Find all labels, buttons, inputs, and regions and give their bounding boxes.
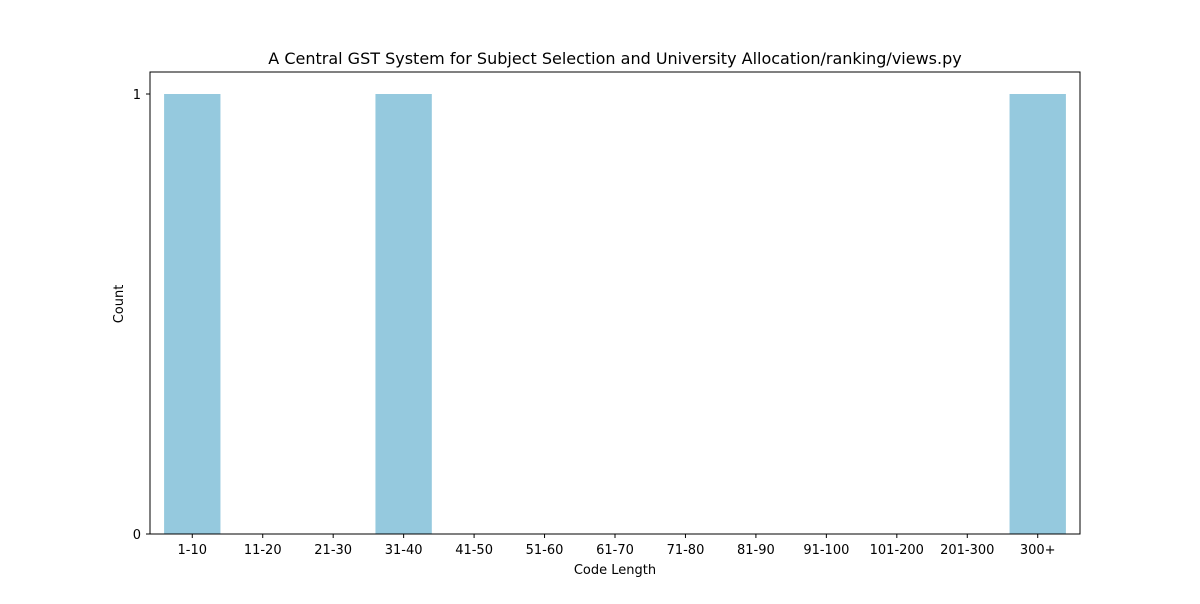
x-tick-label: 11-20 bbox=[244, 543, 282, 558]
x-tick-label: 1-10 bbox=[178, 543, 208, 558]
chart-title: A Central GST System for Subject Selecti… bbox=[268, 49, 961, 68]
x-tick-label: 71-80 bbox=[667, 543, 705, 558]
bar-31-40 bbox=[375, 94, 432, 534]
x-axis-label: Code Length bbox=[574, 563, 656, 578]
x-tick-label: 41-50 bbox=[455, 543, 493, 558]
x-tick-label: 300+ bbox=[1020, 543, 1056, 558]
x-tick-label: 21-30 bbox=[314, 543, 352, 558]
x-tick-label: 81-90 bbox=[737, 543, 775, 558]
x-axis: 1-10 11-20 21-30 31-40 41-50 51-60 61-70 71-80 8… bbox=[178, 534, 1056, 558]
y-axis-label: Count bbox=[112, 285, 127, 324]
y-axis: 01 bbox=[133, 88, 150, 543]
bar-300+ bbox=[1009, 94, 1066, 534]
x-tick-label: 91-100 bbox=[803, 543, 849, 558]
y-tick-label: 0 bbox=[133, 528, 141, 543]
x-tick-label: 61-70 bbox=[596, 543, 634, 558]
y-tick-label: 1 bbox=[133, 88, 141, 103]
plot-frame bbox=[149, 71, 1081, 535]
bars-group bbox=[164, 94, 1066, 534]
x-tick-label: 31-40 bbox=[385, 543, 423, 558]
x-tick-label: 51-60 bbox=[526, 543, 564, 558]
x-tick-label: 201-300 bbox=[940, 543, 994, 558]
bar-1-10 bbox=[164, 94, 221, 534]
x-tick-label: 101-200 bbox=[870, 543, 924, 558]
